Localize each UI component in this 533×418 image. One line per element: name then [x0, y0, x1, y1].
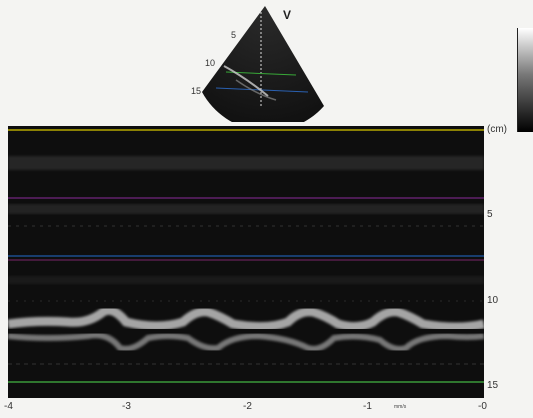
- grayscale-bar: [517, 28, 533, 132]
- m-mode-image: [8, 126, 484, 398]
- x-tick-minus2: -2: [243, 401, 252, 412]
- x-tick-minus3: -3: [122, 401, 131, 412]
- sector-scan: [202, 6, 324, 132]
- y-tick-15: 15: [487, 380, 499, 391]
- y-tick-10: 10: [487, 295, 499, 306]
- depth-label-15: 15: [191, 86, 202, 96]
- depth-label-10: 10: [205, 58, 216, 68]
- x-axis-unit: mm/s: [394, 404, 407, 410]
- probe-marker: V: [283, 8, 292, 22]
- depth-label-5: 5: [231, 30, 237, 40]
- x-tick-minus1: -1: [363, 401, 372, 412]
- x-tick-0: -0: [478, 401, 487, 412]
- y-tick-5: 5: [487, 209, 493, 220]
- y-axis-unit: (cm): [487, 124, 507, 135]
- x-tick-minus4: -4: [4, 401, 13, 412]
- sector-image: [196, 0, 328, 132]
- m-mode-trace: [8, 129, 484, 383]
